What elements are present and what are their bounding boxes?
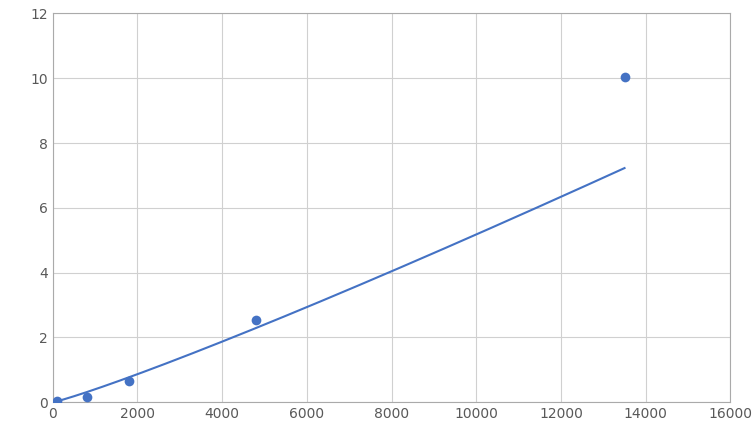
Point (123, 378, 135, 385)
Point (250, 316, 262, 323)
Point (51, 397, 63, 404)
Point (81, 394, 93, 401)
Point (618, 73, 630, 80)
